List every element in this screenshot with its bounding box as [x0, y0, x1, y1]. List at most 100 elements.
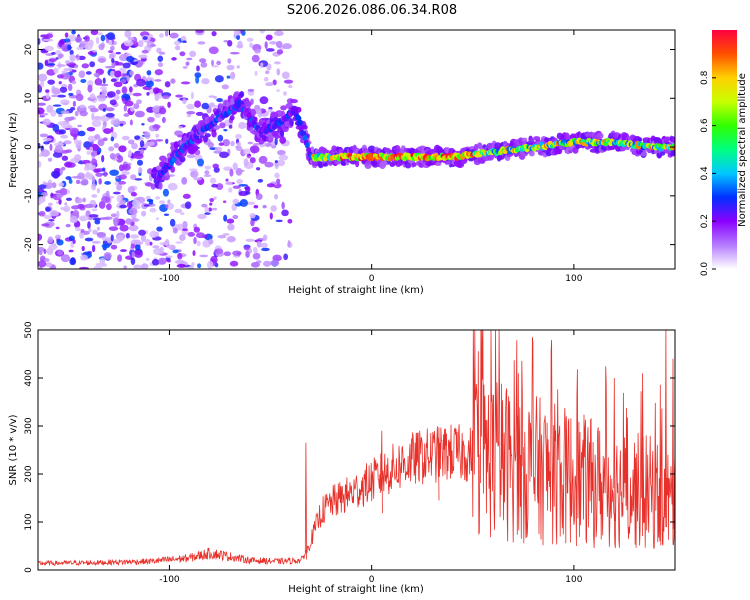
spectral-blob: [74, 64, 79, 69]
spectral-blob: [239, 91, 245, 98]
spectral-blob: [106, 32, 116, 41]
spectral-blob: [38, 233, 43, 241]
spectral-blob: [78, 70, 86, 79]
snr-ytick-label: 100: [24, 513, 34, 530]
spectral-blob: [213, 150, 222, 154]
spectral-blob: [210, 113, 215, 121]
spectral-blob: [178, 126, 183, 129]
spectral-blob: [281, 209, 289, 217]
spectral-blob: [42, 137, 53, 142]
spectral-blob: [260, 62, 264, 69]
spectral-blob: [199, 134, 204, 139]
spectral-blob: [155, 133, 160, 138]
spectrogram-frame: [37, 29, 676, 270]
spectral-blob: [255, 193, 263, 200]
spectral-blob: [243, 148, 251, 155]
spectral-blob: [41, 223, 50, 227]
spectral-blob: [169, 218, 176, 227]
spectral-blob: [46, 69, 56, 76]
spectral-blob: [595, 132, 604, 140]
spectral-blob: [244, 191, 251, 195]
spectral-blob: [44, 59, 49, 67]
spectral-blob: [172, 227, 178, 234]
spectral-blob: [127, 139, 135, 145]
spectral-blob: [119, 199, 127, 205]
spectral-blob: [133, 249, 143, 258]
spectrogram-ytick-label: 20: [24, 44, 34, 56]
spectral-blob: [84, 172, 93, 179]
spectral-blob: [146, 70, 152, 76]
spectrogram-ytick-label: 0: [24, 144, 34, 150]
spectral-blob: [84, 237, 94, 242]
spectral-blob: [211, 31, 217, 37]
spectral-blob: [150, 44, 157, 47]
spectral-blob: [283, 253, 289, 261]
snr-ylabel: SNR (10 * v/v): [8, 414, 19, 485]
spectral-blob: [164, 81, 171, 88]
spectral-blob: [117, 254, 123, 262]
spectral-blob: [193, 177, 203, 181]
spectral-blob: [108, 226, 119, 231]
spectral-blob: [68, 249, 74, 253]
spectral-blob: [211, 59, 215, 67]
spectral-blob: [92, 229, 98, 235]
spectral-blob: [265, 70, 270, 75]
spectral-blob: [68, 92, 74, 96]
spectral-blob: [110, 136, 115, 142]
spectral-blob: [185, 61, 190, 66]
spectral-blob: [147, 116, 155, 123]
spectral-blob: [193, 236, 197, 245]
spectral-blob: [159, 107, 167, 115]
spectral-blob: [139, 149, 145, 155]
spectral-blob: [68, 235, 75, 242]
spectral-blob: [136, 159, 144, 166]
spectral-blob: [39, 133, 49, 138]
spectral-blob: [43, 214, 52, 220]
spectral-blob: [152, 124, 161, 129]
spectral-blob: [232, 185, 241, 189]
spectral-blob: [671, 136, 675, 144]
spectral-blob: [243, 245, 251, 251]
spectral-blob: [243, 158, 249, 167]
spectral-blob: [207, 141, 215, 148]
spectral-blob: [165, 255, 173, 259]
spectral-blob: [63, 38, 71, 43]
spectral-blob: [211, 183, 219, 188]
spectral-blob: [79, 110, 88, 117]
spectral-blob: [177, 252, 183, 260]
spectral-blob: [195, 111, 204, 116]
spectral-blob: [130, 45, 136, 48]
spectral-blob: [84, 203, 94, 209]
spectral-blob: [97, 94, 107, 102]
spectral-blob: [77, 124, 83, 128]
spectral-blob: [249, 157, 256, 164]
spectral-blob: [171, 57, 177, 61]
spectral-blob: [276, 68, 281, 76]
spectral-blob: [276, 159, 286, 167]
spectral-blob: [290, 99, 298, 104]
spectral-blob: [47, 63, 56, 66]
spectral-blob: [277, 149, 286, 156]
spectral-blob: [47, 79, 55, 85]
spectral-blob: [50, 170, 61, 178]
spectral-blob: [96, 151, 100, 156]
spectral-blob: [195, 232, 205, 239]
spectral-blob: [152, 245, 160, 249]
spectral-blob: [138, 167, 143, 174]
spectral-blob: [170, 166, 176, 173]
spectral-blob: [103, 216, 113, 220]
spectral-blob: [249, 212, 256, 219]
spectral-blob: [108, 50, 114, 54]
spectral-blob: [105, 203, 112, 211]
spectral-blob: [103, 251, 112, 260]
spectral-blob: [230, 140, 235, 147]
colorbar-tick-label: 0.6: [700, 118, 710, 133]
spectral-blob: [219, 122, 226, 129]
spectral-blob: [660, 150, 666, 156]
spectral-blob: [71, 205, 80, 210]
spectral-blob: [274, 172, 280, 179]
colorbar-tick-label: 0.4: [700, 166, 710, 181]
spectral-blob: [145, 257, 150, 261]
spectral-blob: [159, 242, 170, 246]
spectral-blob: [151, 258, 160, 266]
